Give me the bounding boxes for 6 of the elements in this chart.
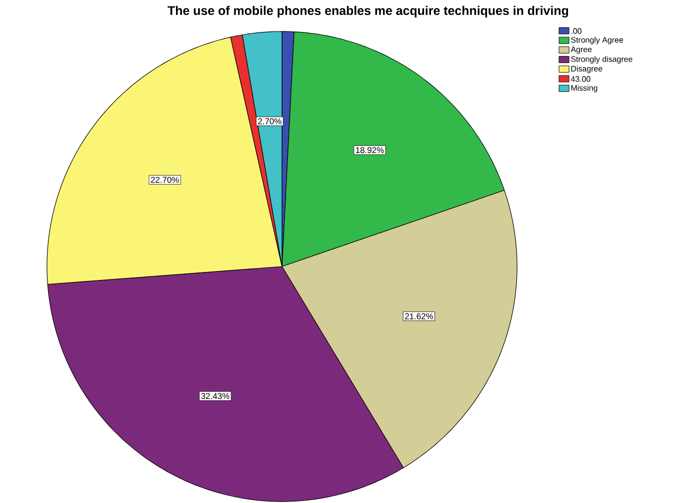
data-label: 22.70% [150,176,179,183]
data-label: 18.92% [356,147,384,154]
data-label: 2.70% [258,118,282,124]
chart-title: The use of mobile phones enables me acquire techniques in driving [168,6,568,18]
data-label: 21.62% [405,313,434,320]
data-label: 32.43% [201,393,230,400]
